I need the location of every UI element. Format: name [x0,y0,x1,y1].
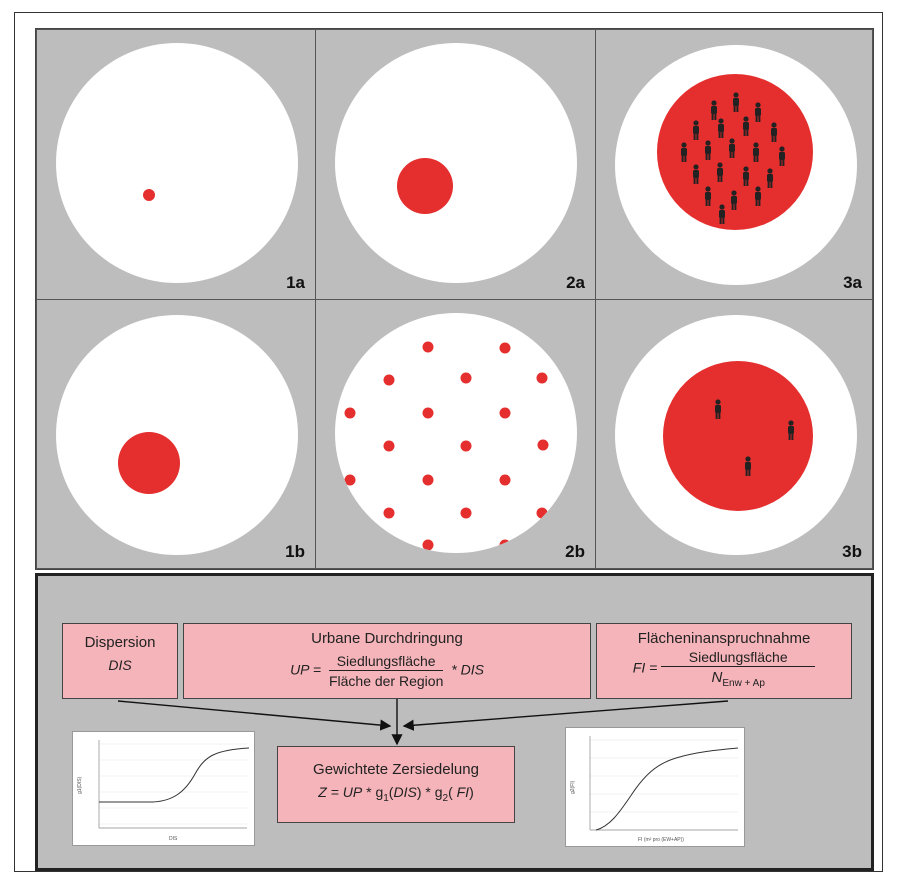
graph-xlabel: FI (m² pro (EW+AP)) [638,837,684,843]
panel-3b-graphic [615,315,857,555]
panel-label: 1a [286,273,305,292]
weighted-title: Gewichtete Zersiedelung [313,761,479,778]
urban-tail: * DIS [451,661,484,678]
land-uptake-box: Flächeninanspruchnahme FI = Siedlungsflä… [596,623,852,699]
panel-label: 3a [843,273,862,292]
dispersion-title: Dispersion [84,634,156,651]
saturation-curve [595,747,739,831]
figure-frame [14,12,883,872]
urban-formula: UP = Siedlungsfläche Fläche der Region *… [184,653,590,689]
graph-xlabel: DIS [169,836,178,842]
settlement-area [663,361,813,511]
land-lhs: FI = [632,659,658,676]
graph-ylabel: g2(FI) [570,780,576,794]
weighting-graph-fi-plot: g2(FI) FI (m² pro (EW+AP)) [570,736,739,843]
panel-label: 2b [565,542,585,561]
region-circle [335,313,577,553]
settlement-area [118,432,180,494]
weighted-formula: Z = UP * g1(DIS) * g2( FI) [318,784,474,804]
land-fraction: Siedlungsfläche NEnw + Ap [661,649,816,689]
weighted-sprawl-box: Gewichtete Zersiedelung Z = UP * g1(DIS)… [277,746,515,823]
arrow-land [402,700,729,731]
panel-3b: 3b [595,299,873,569]
panel-1b: 1b [36,299,316,569]
panel-1a-graphic [56,43,298,283]
sigmoid-curve [99,747,250,803]
panel-3a-graphic [615,45,857,285]
region-circle [335,43,577,283]
panel-label: 3b [842,542,862,561]
urban-title: Urbane Durchdringung [311,630,463,647]
weighting-graph-dis: g1(DIS) DIS [72,731,255,846]
urban-fraction: Siedlungsfläche Fläche der Region [328,653,444,689]
land-numerator: Siedlungsfläche [661,649,816,667]
panel-1a: 1a [36,29,316,300]
weighting-graph-dis-plot: g1(DIS) DIS [77,740,250,842]
connector-arrows [117,694,729,746]
land-denominator: NEnw + Ap [711,669,765,689]
panel-2a: 2a [315,29,596,300]
arrow-dispersion [117,700,392,731]
panel-label: 1b [285,542,305,561]
graph-ylabel: g1(DIS) [77,776,83,794]
urban-permeation-box: Urbane Durchdringung UP = Siedlungsfläch… [183,623,591,699]
scenario-grid: 1a 2a [35,28,874,570]
formula-diagram: Dispersion DIS Urbane Durchdringung UP =… [35,573,874,871]
land-title: Flächeninanspruchnahme [637,630,811,647]
settlement-area [143,189,155,201]
panel-2a-graphic [335,43,577,283]
region-circle [56,43,298,283]
region-circle [56,315,298,555]
dispersion-abbr: DIS [108,657,132,673]
urban-lhs: UP = [290,661,322,678]
land-formula: FI = Siedlungsfläche NEnw + Ap [597,649,851,689]
urban-denominator: Fläche der Region [328,673,444,689]
weighting-graph-fi: g2(FI) FI (m² pro (EW+AP)) [565,727,745,847]
panel-2b-graphic [335,313,577,553]
settlement-area [657,74,813,230]
settlement-area [397,158,453,214]
panel-2b: 2b [315,299,596,569]
urban-numerator: Siedlungsfläche [328,653,444,671]
dispersion-box: Dispersion DIS [62,623,178,699]
panel-3a: 3a [595,29,873,300]
panel-1b-graphic [56,315,298,555]
panel-label: 2a [566,273,585,292]
